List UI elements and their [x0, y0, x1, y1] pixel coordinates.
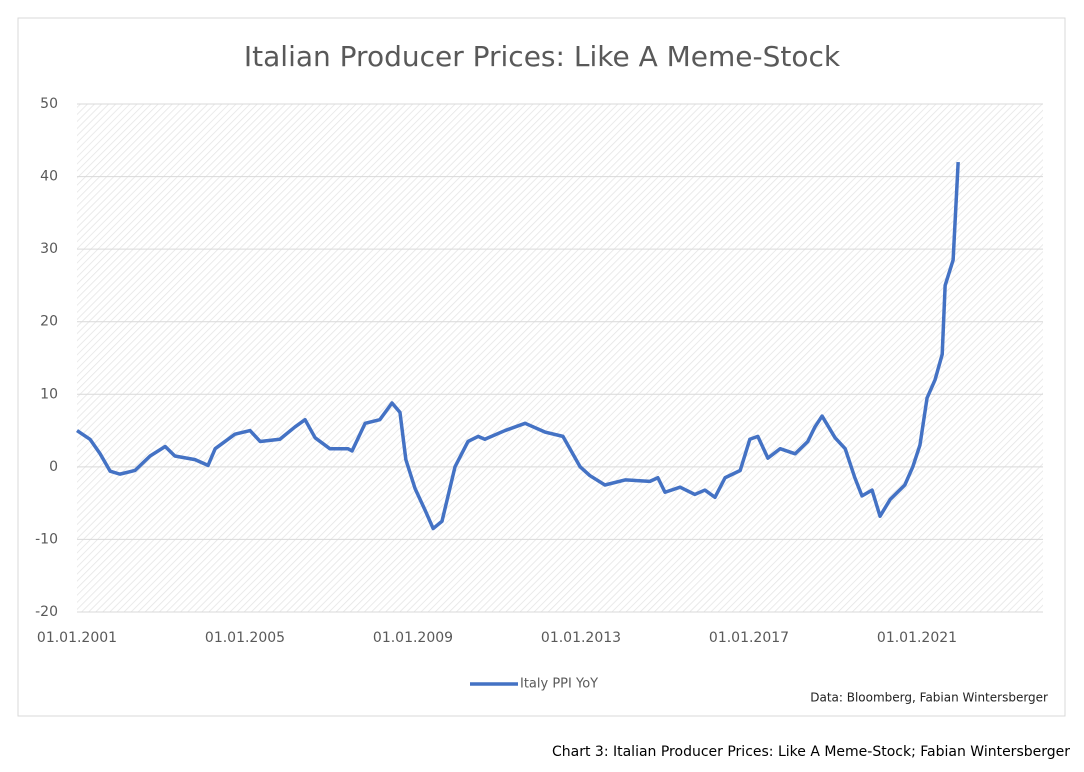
y-tick-label: -10 — [35, 531, 58, 547]
y-tick-label: -20 — [35, 604, 58, 620]
x-tick-label: 01.01.2017 — [709, 630, 789, 646]
x-tick-label: 01.01.2013 — [541, 630, 621, 646]
y-tick-label: 20 — [40, 314, 58, 330]
x-tick-label: 01.01.2001 — [37, 630, 117, 646]
y-tick-label: 10 — [40, 386, 58, 402]
x-tick-label: 01.01.2021 — [877, 630, 957, 646]
data-line — [76, 161, 960, 531]
y-tick-label: 0 — [49, 459, 58, 475]
plot-area — [77, 104, 1043, 612]
x-tick-label: 01.01.2005 — [205, 630, 285, 646]
caption: Chart 3: Italian Producer Prices: Like A… — [552, 744, 1070, 760]
chart-title: Italian Producer Prices: Like A Meme-Sto… — [244, 40, 841, 73]
x-tick-label: 01.01.2009 — [373, 630, 453, 646]
y-tick-label: 40 — [40, 169, 58, 185]
legend-label: Italy PPI YoY — [520, 677, 598, 692]
y-tick-label: 50 — [40, 96, 58, 112]
source-note: Data: Bloomberg, Fabian Wintersberger — [810, 691, 1048, 705]
y-tick-label: 30 — [40, 241, 58, 257]
